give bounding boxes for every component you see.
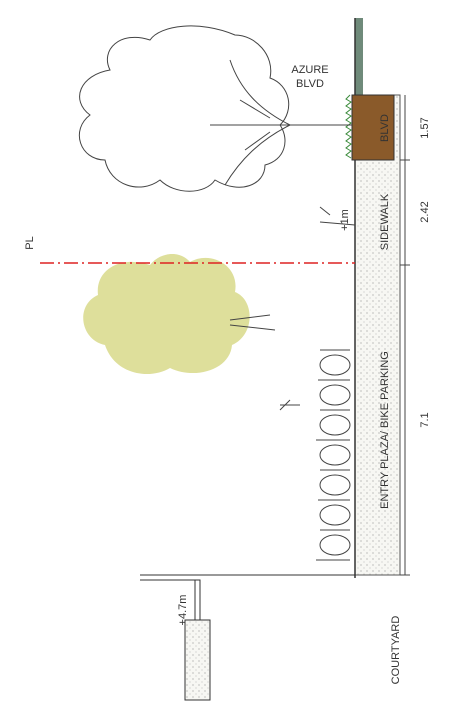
- feature-tree: [83, 254, 250, 375]
- planter-soil: [351, 94, 395, 161]
- level-label: +1m: [339, 209, 351, 231]
- zone-label: BLVD: [379, 114, 391, 142]
- street-curb: [355, 18, 363, 98]
- dimension-ticks: [400, 159, 410, 576]
- tree-canopy: [78, 25, 290, 192]
- paving: [354, 94, 401, 576]
- zone-label: ENTRY PLAZA/ BIKE PARKING: [379, 351, 391, 509]
- zone-label: SIDEWALK: [379, 193, 391, 250]
- grass: [345, 94, 352, 159]
- zone-label: COURTYARD: [390, 616, 402, 685]
- dimension-label: 7.1: [419, 412, 431, 427]
- street-label: BLVD: [296, 78, 324, 90]
- dimension-label: 2.42: [419, 201, 431, 222]
- feature-tree-trunk: [229, 314, 276, 331]
- tree-trunk: [210, 59, 352, 186]
- property-line-label: PL: [24, 236, 36, 249]
- dimension-label: 1.57: [419, 117, 431, 138]
- bike-parking: [279, 206, 356, 561]
- building-slab: [140, 574, 355, 700]
- wall-panel: [184, 619, 211, 701]
- street-label: AZURE: [291, 64, 328, 76]
- level-label: +4.7m: [177, 595, 189, 626]
